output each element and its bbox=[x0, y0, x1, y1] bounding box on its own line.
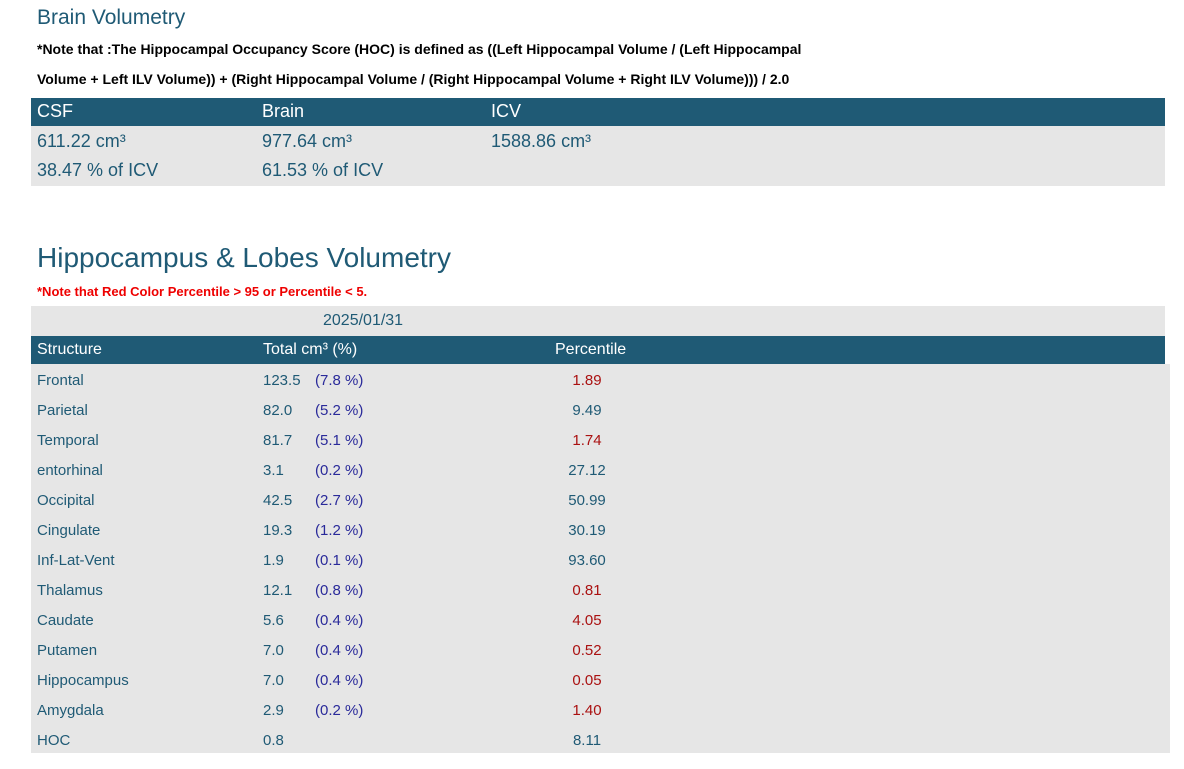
table-row: Inf-Lat-Vent 1.9 (0.1 %) 93.60 bbox=[0, 546, 1170, 576]
percentile-value: 93.60 bbox=[568, 552, 606, 569]
total-volume: 12.1 bbox=[263, 582, 293, 599]
lobes-volumetry-title: Hippocampus & Lobes Volumetry bbox=[37, 242, 451, 273]
total-volume: 82.0 bbox=[263, 402, 293, 419]
brain-percent: 61.53 % of ICV bbox=[262, 160, 384, 180]
percentile-value: 27.12 bbox=[568, 462, 606, 479]
total-volume: 5.6 bbox=[263, 612, 284, 629]
volume-percent: (7.8 %) bbox=[315, 372, 364, 389]
hoc-note-line-1: *Note that :The Hippocampal Occupancy Sc… bbox=[37, 41, 802, 57]
table-row: HOC 0.8 8.11 bbox=[0, 726, 1170, 756]
total-volume: 123.5 bbox=[263, 372, 301, 389]
table-row: Hippocampus 7.0 (0.4 %) 0.05 bbox=[0, 666, 1170, 696]
percentile-note: *Note that Red Color Percentile > 95 or … bbox=[37, 284, 368, 299]
percentile-value: 4.05 bbox=[572, 612, 602, 629]
structure-name: Parietal bbox=[37, 402, 88, 419]
table-row: Amygdala 2.9 (0.2 %) 1.40 bbox=[0, 696, 1170, 726]
percentile-value: 0.05 bbox=[572, 672, 602, 689]
structure-name: Inf-Lat-Vent bbox=[37, 552, 115, 569]
structure-name: Cingulate bbox=[37, 522, 101, 539]
table-row: Frontal 123.5 (7.8 %) 1.89 bbox=[0, 366, 1170, 396]
structure-name: Amygdala bbox=[37, 702, 104, 719]
brain-volume: 977.64 cm³ bbox=[262, 131, 353, 151]
structure-name: Hippocampus bbox=[37, 672, 129, 689]
total-volume: 7.0 bbox=[263, 672, 284, 689]
table-row: Cingulate 19.3 (1.2 %) 30.19 bbox=[0, 516, 1170, 546]
total-volume: 0.8 bbox=[263, 732, 284, 749]
structure-name: Frontal bbox=[37, 372, 84, 389]
icv-volume: 1588.86 cm³ bbox=[491, 131, 592, 151]
percentile-value: 30.19 bbox=[568, 522, 606, 539]
structure-name: HOC bbox=[37, 732, 71, 749]
icv-header: ICV bbox=[491, 101, 522, 121]
percentile-value: 1.74 bbox=[572, 432, 602, 449]
percentile-header: Percentile bbox=[555, 341, 627, 358]
table-row: Parietal 82.0 (5.2 %) 9.49 bbox=[0, 396, 1170, 426]
percentile-value: 1.40 bbox=[572, 702, 602, 719]
structure-header: Structure bbox=[37, 341, 102, 358]
total-volume: 19.3 bbox=[263, 522, 293, 539]
volume-percent: (0.8 %) bbox=[315, 582, 364, 599]
total-volume: 81.7 bbox=[263, 432, 293, 449]
total-volume: 1.9 bbox=[263, 552, 284, 569]
lobes-table-body bbox=[31, 364, 1170, 753]
percentile-value: 1.89 bbox=[572, 372, 602, 389]
total-header: Total cm³ (%) bbox=[263, 341, 358, 358]
csf-percent: 38.47 % of ICV bbox=[37, 160, 159, 180]
brain-volumetry-title: Brain Volumetry bbox=[37, 6, 186, 29]
percentile-value: 8.11 bbox=[572, 732, 602, 749]
table-row: Thalamus 12.1 (0.8 %) 0.81 bbox=[0, 576, 1170, 606]
volume-percent: (0.4 %) bbox=[315, 672, 364, 689]
volume-percent: (0.2 %) bbox=[315, 702, 364, 719]
structure-name: Putamen bbox=[37, 642, 98, 659]
percentile-value: 0.81 bbox=[572, 582, 602, 599]
volume-percent: (0.4 %) bbox=[315, 642, 364, 659]
volume-percent: (5.2 %) bbox=[315, 402, 364, 419]
structure-name: Temporal bbox=[37, 432, 99, 449]
total-volume: 3.1 bbox=[263, 462, 284, 479]
brain-header: Brain bbox=[262, 101, 305, 121]
scan-date: 2025/01/31 bbox=[323, 312, 404, 329]
volume-percent: (1.2 %) bbox=[315, 522, 364, 539]
brain-volumetry-values: 611.22 cm³ 977.64 cm³ 1588.86 cm³ 38.47 … bbox=[31, 126, 1165, 186]
table-row: Occipital 42.5 (2.7 %) 50.99 bbox=[0, 486, 1170, 516]
brain-volumetry-header: CSF Brain ICV bbox=[31, 98, 1165, 126]
csf-header: CSF bbox=[37, 101, 73, 121]
total-volume: 42.5 bbox=[263, 492, 293, 509]
table-row: entorhinal 3.1 (0.2 %) 27.12 bbox=[0, 456, 1170, 486]
table-row: Temporal 81.7 (5.1 %) 1.74 bbox=[0, 426, 1170, 456]
percentile-value: 0.52 bbox=[572, 642, 602, 659]
hoc-note-line-2: Volume + Left ILV Volume)) + (Right Hipp… bbox=[37, 71, 790, 87]
lobes-table-header: Structure Total cm³ (%) Percentile bbox=[31, 336, 1165, 364]
csf-volume: 611.22 cm³ bbox=[37, 131, 126, 151]
table-row: Putamen 7.0 (0.4 %) 0.52 bbox=[0, 636, 1170, 666]
structure-name: entorhinal bbox=[37, 462, 103, 479]
percentile-value: 9.49 bbox=[572, 402, 602, 419]
percentile-value: 50.99 bbox=[568, 492, 606, 509]
structure-name: Caudate bbox=[37, 612, 94, 629]
structure-name: Occipital bbox=[37, 492, 95, 509]
date-row: 2025/01/31 bbox=[31, 306, 1165, 336]
total-volume: 2.9 bbox=[263, 702, 284, 719]
volume-percent: (0.2 %) bbox=[315, 462, 364, 479]
table-row: Caudate 5.6 (0.4 %) 4.05 bbox=[0, 606, 1170, 636]
volume-percent: (5.1 %) bbox=[315, 432, 364, 449]
total-volume: 7.0 bbox=[263, 642, 284, 659]
volume-percent: (2.7 %) bbox=[315, 492, 364, 509]
volume-percent: (0.4 %) bbox=[315, 612, 364, 629]
volume-percent: (0.1 %) bbox=[315, 552, 364, 569]
structure-name: Thalamus bbox=[37, 582, 103, 599]
